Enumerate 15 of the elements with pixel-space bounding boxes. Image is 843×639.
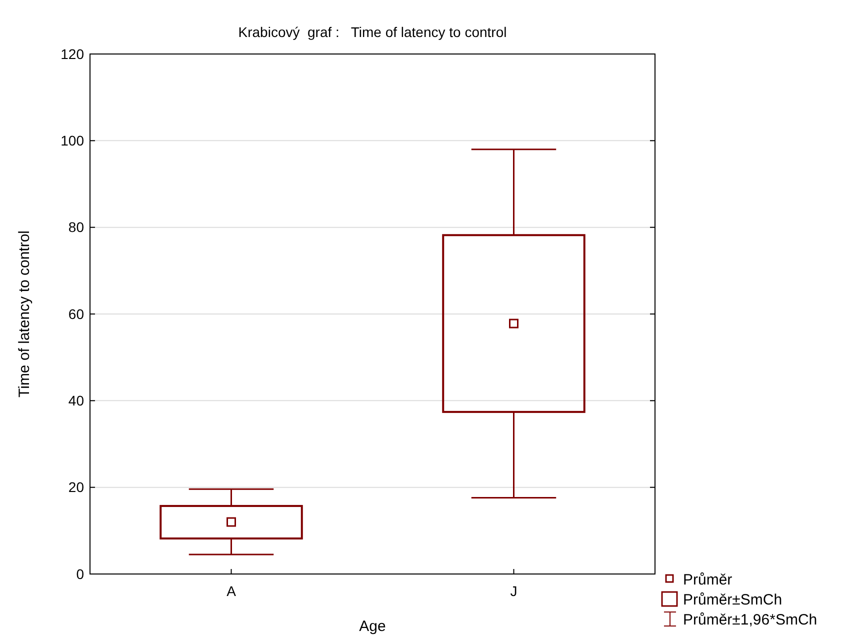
text: Průměr±1,96*SmCh [683, 611, 818, 628]
y-tick-label: 60 [68, 306, 84, 322]
x-axis-title: Age [359, 618, 386, 635]
x-tick-label: J [510, 583, 518, 599]
x-tick-label: A [226, 583, 237, 599]
y-tick-label: 100 [60, 132, 84, 149]
y-tick-label: 0 [76, 566, 84, 582]
chart-title: Krabicový graf : Time of latency to control [238, 24, 507, 40]
y-tick-label: 120 [60, 46, 84, 62]
y-tick-label: 40 [68, 392, 84, 409]
y-axis-title: Time of latency to control [16, 230, 33, 398]
text: Průměr±SmCh [683, 591, 782, 608]
y-tick-label: 80 [68, 219, 84, 236]
y-tick-label: 20 [68, 479, 84, 496]
text: Průměr [683, 571, 732, 588]
